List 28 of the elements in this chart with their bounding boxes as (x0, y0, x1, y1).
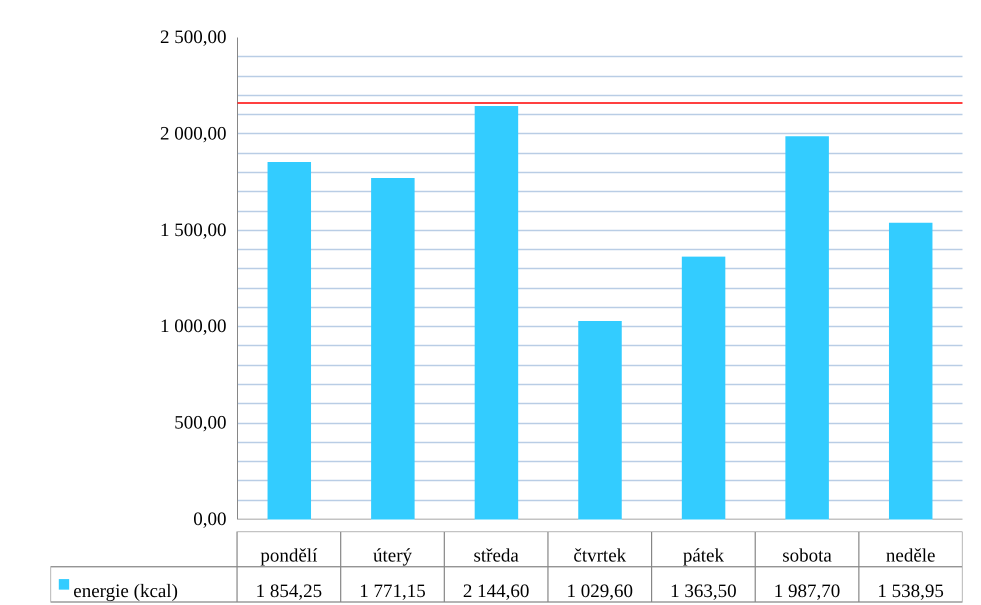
bar (371, 178, 415, 520)
data-label: 1 771,15 (359, 580, 426, 602)
x-tick-label: pátek (682, 546, 724, 567)
x-tick-label: neděle (886, 546, 936, 567)
bar (268, 162, 312, 520)
data-label: 1 538,95 (877, 580, 944, 602)
y-tick-label: 1 000,00 (160, 316, 226, 338)
data-label: 1 854,25 (256, 580, 322, 602)
x-tick-label: čtvrtek (573, 546, 627, 567)
data-label: 1 029,60 (566, 580, 634, 602)
data-label: 2 144,60 (462, 580, 530, 602)
bar (888, 222, 932, 520)
data-label: 1 987,70 (774, 580, 840, 602)
bar (682, 256, 726, 520)
bar (474, 106, 518, 520)
y-tick-label: 1 500,00 (160, 220, 226, 241)
x-tick-label: úterý (372, 546, 413, 567)
x-tick-label: sobota (782, 546, 832, 567)
x-tick-label: pondělí (260, 546, 318, 567)
legend-label: energie (kcal) (73, 580, 178, 602)
data-label: 1 363,50 (670, 580, 737, 602)
y-tick-label: 2 000,00 (160, 123, 226, 144)
y-tick-label: 2 500,00 (160, 27, 226, 48)
y-tick-label: 500,00 (174, 412, 226, 434)
bar (578, 320, 622, 520)
x-tick-label: středa (473, 546, 520, 567)
bar (785, 136, 829, 520)
y-tick-label: 0,00 (193, 509, 226, 530)
